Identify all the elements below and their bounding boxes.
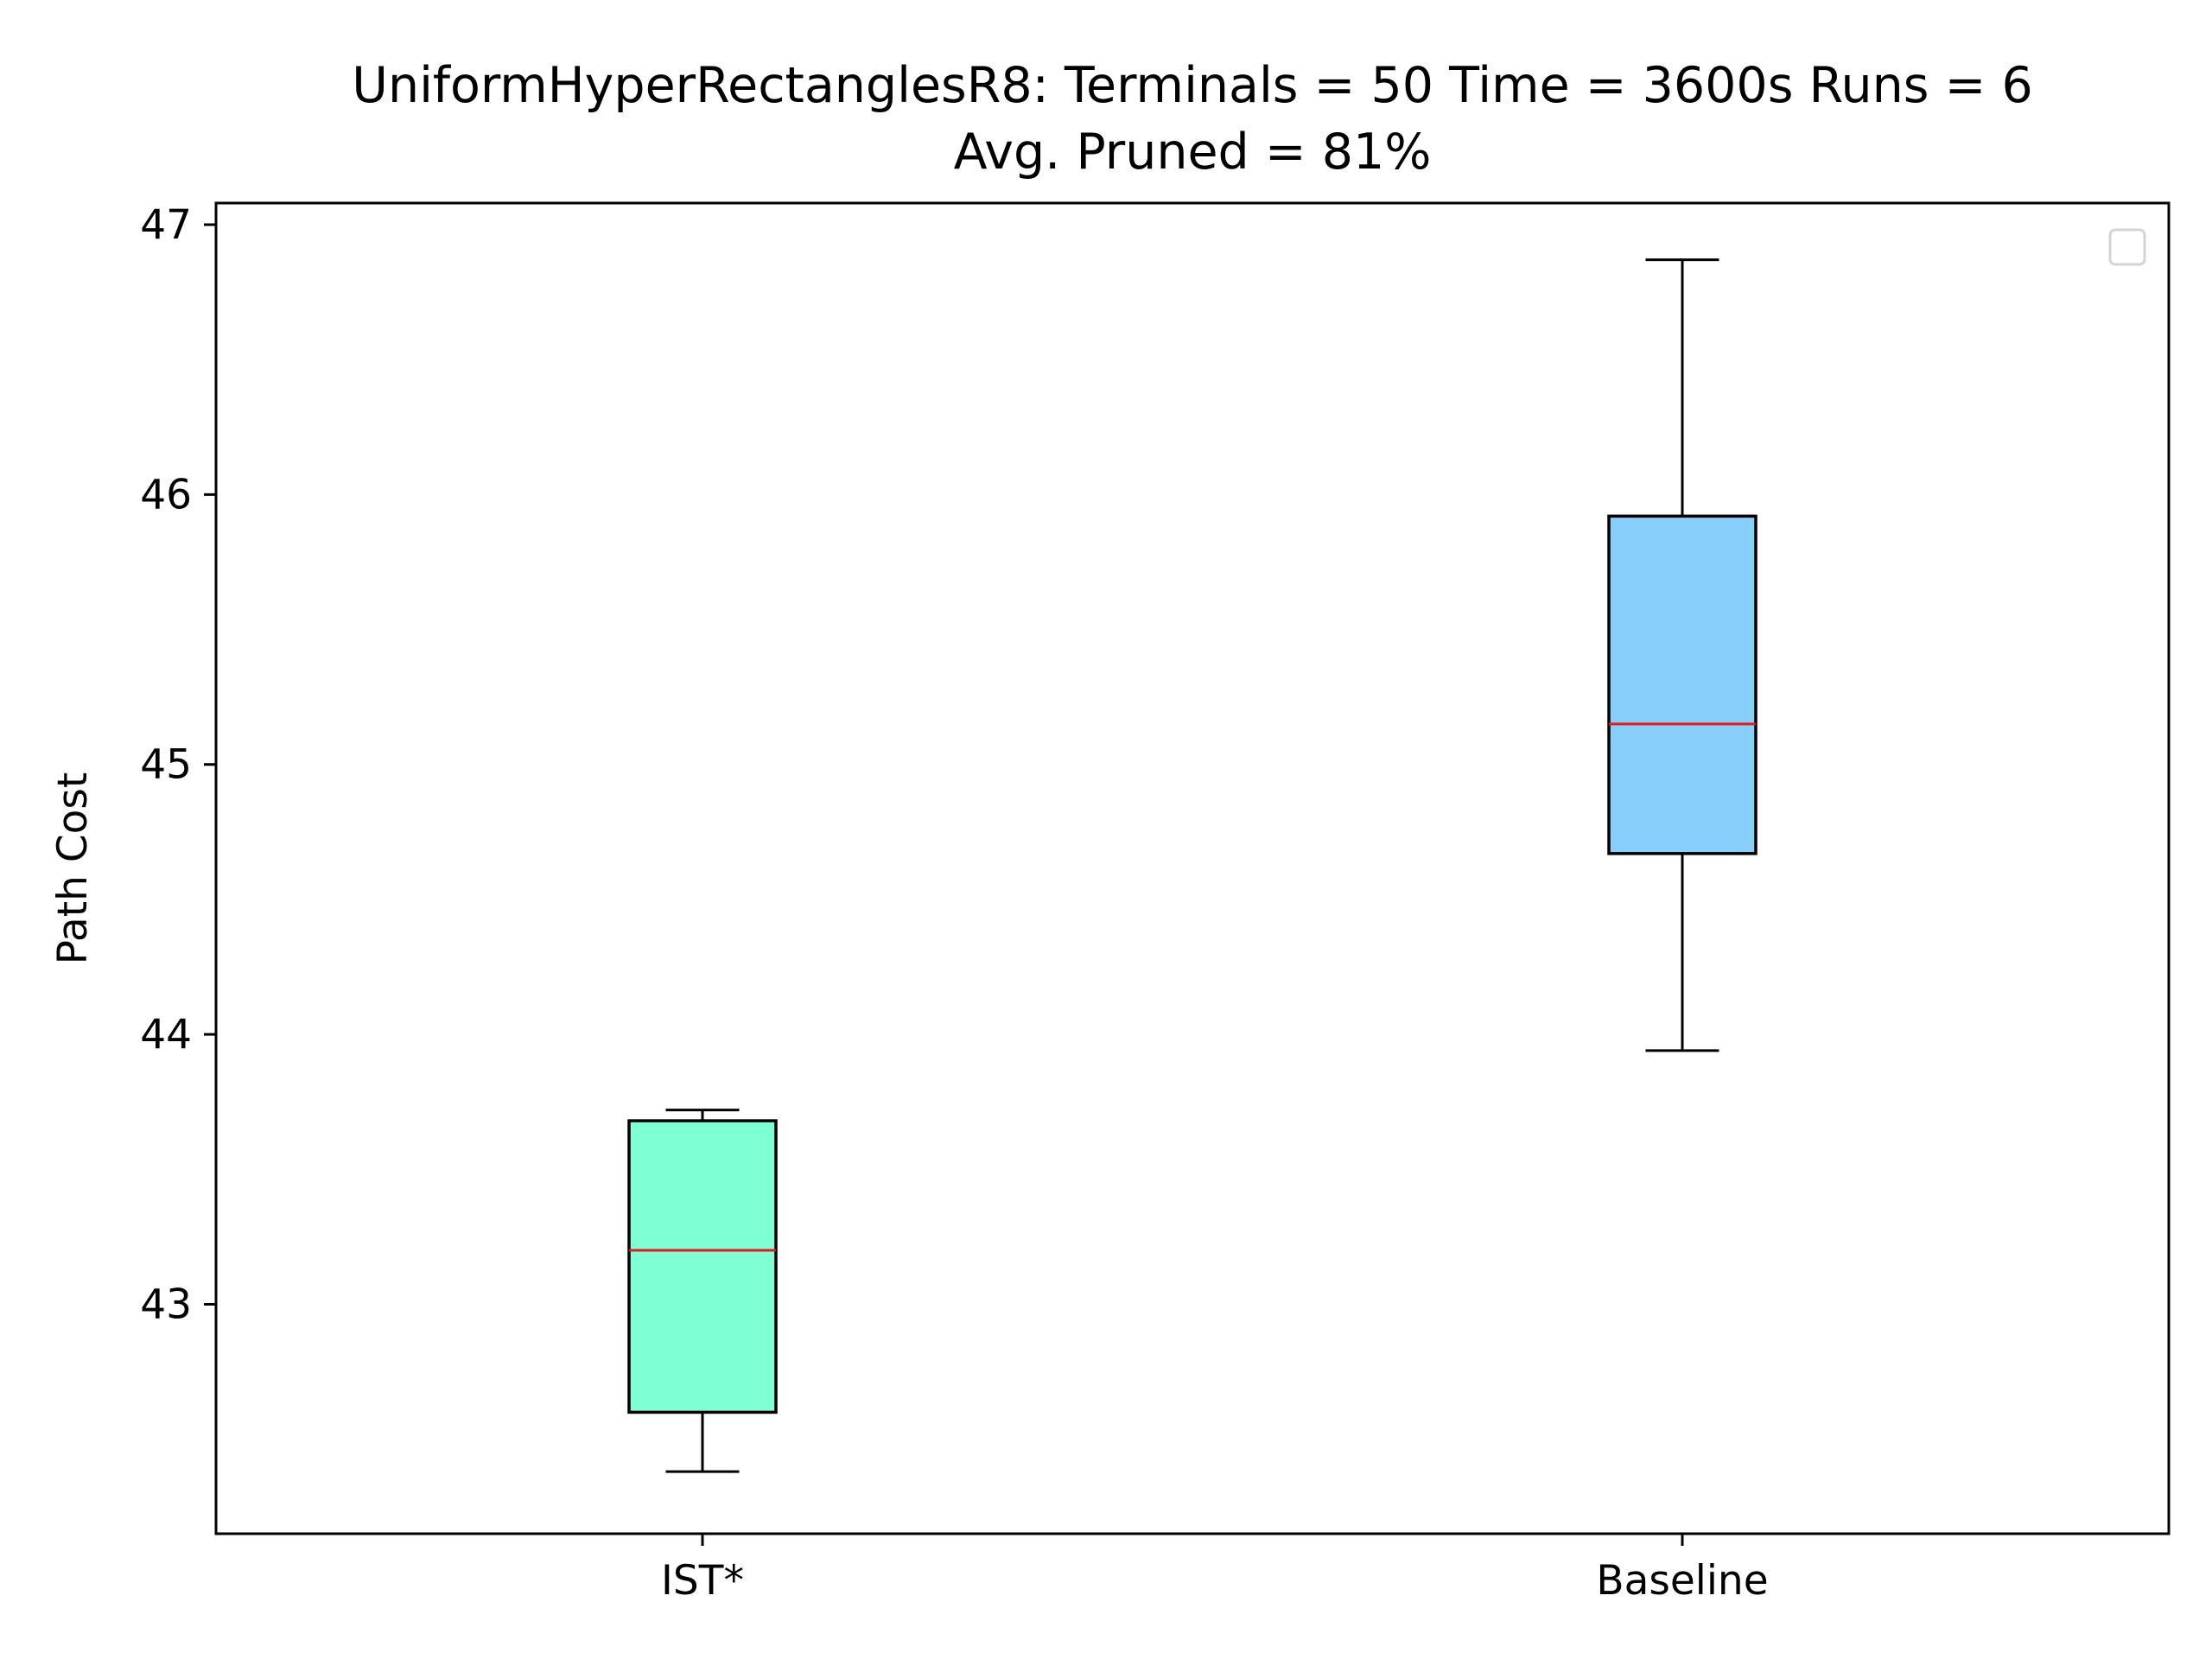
y-tick-label: 44 (140, 1011, 192, 1058)
y-tick-label: 45 (140, 741, 192, 789)
box-Baseline (1607, 514, 1758, 855)
x-tick-label: IST* (661, 1557, 744, 1605)
y-tick-label: 46 (140, 471, 192, 518)
chart-subtitle: Avg. Pruned = 81% (954, 124, 1432, 181)
legend-box (2108, 228, 2146, 266)
y-axis-label: Path Cost (49, 772, 97, 965)
y-tick-label: 47 (140, 201, 192, 249)
y-tick-label: 43 (140, 1281, 192, 1328)
box-IST* (627, 1119, 778, 1414)
plot-area: 43 44 45 46 47 IST* Baseline (140, 201, 1768, 1605)
x-tick-label: Baseline (1596, 1557, 1768, 1605)
chart-title: UniformHyperRectanglesR8: Terminals = 50… (352, 57, 2033, 114)
plot-frame (214, 201, 2171, 1535)
